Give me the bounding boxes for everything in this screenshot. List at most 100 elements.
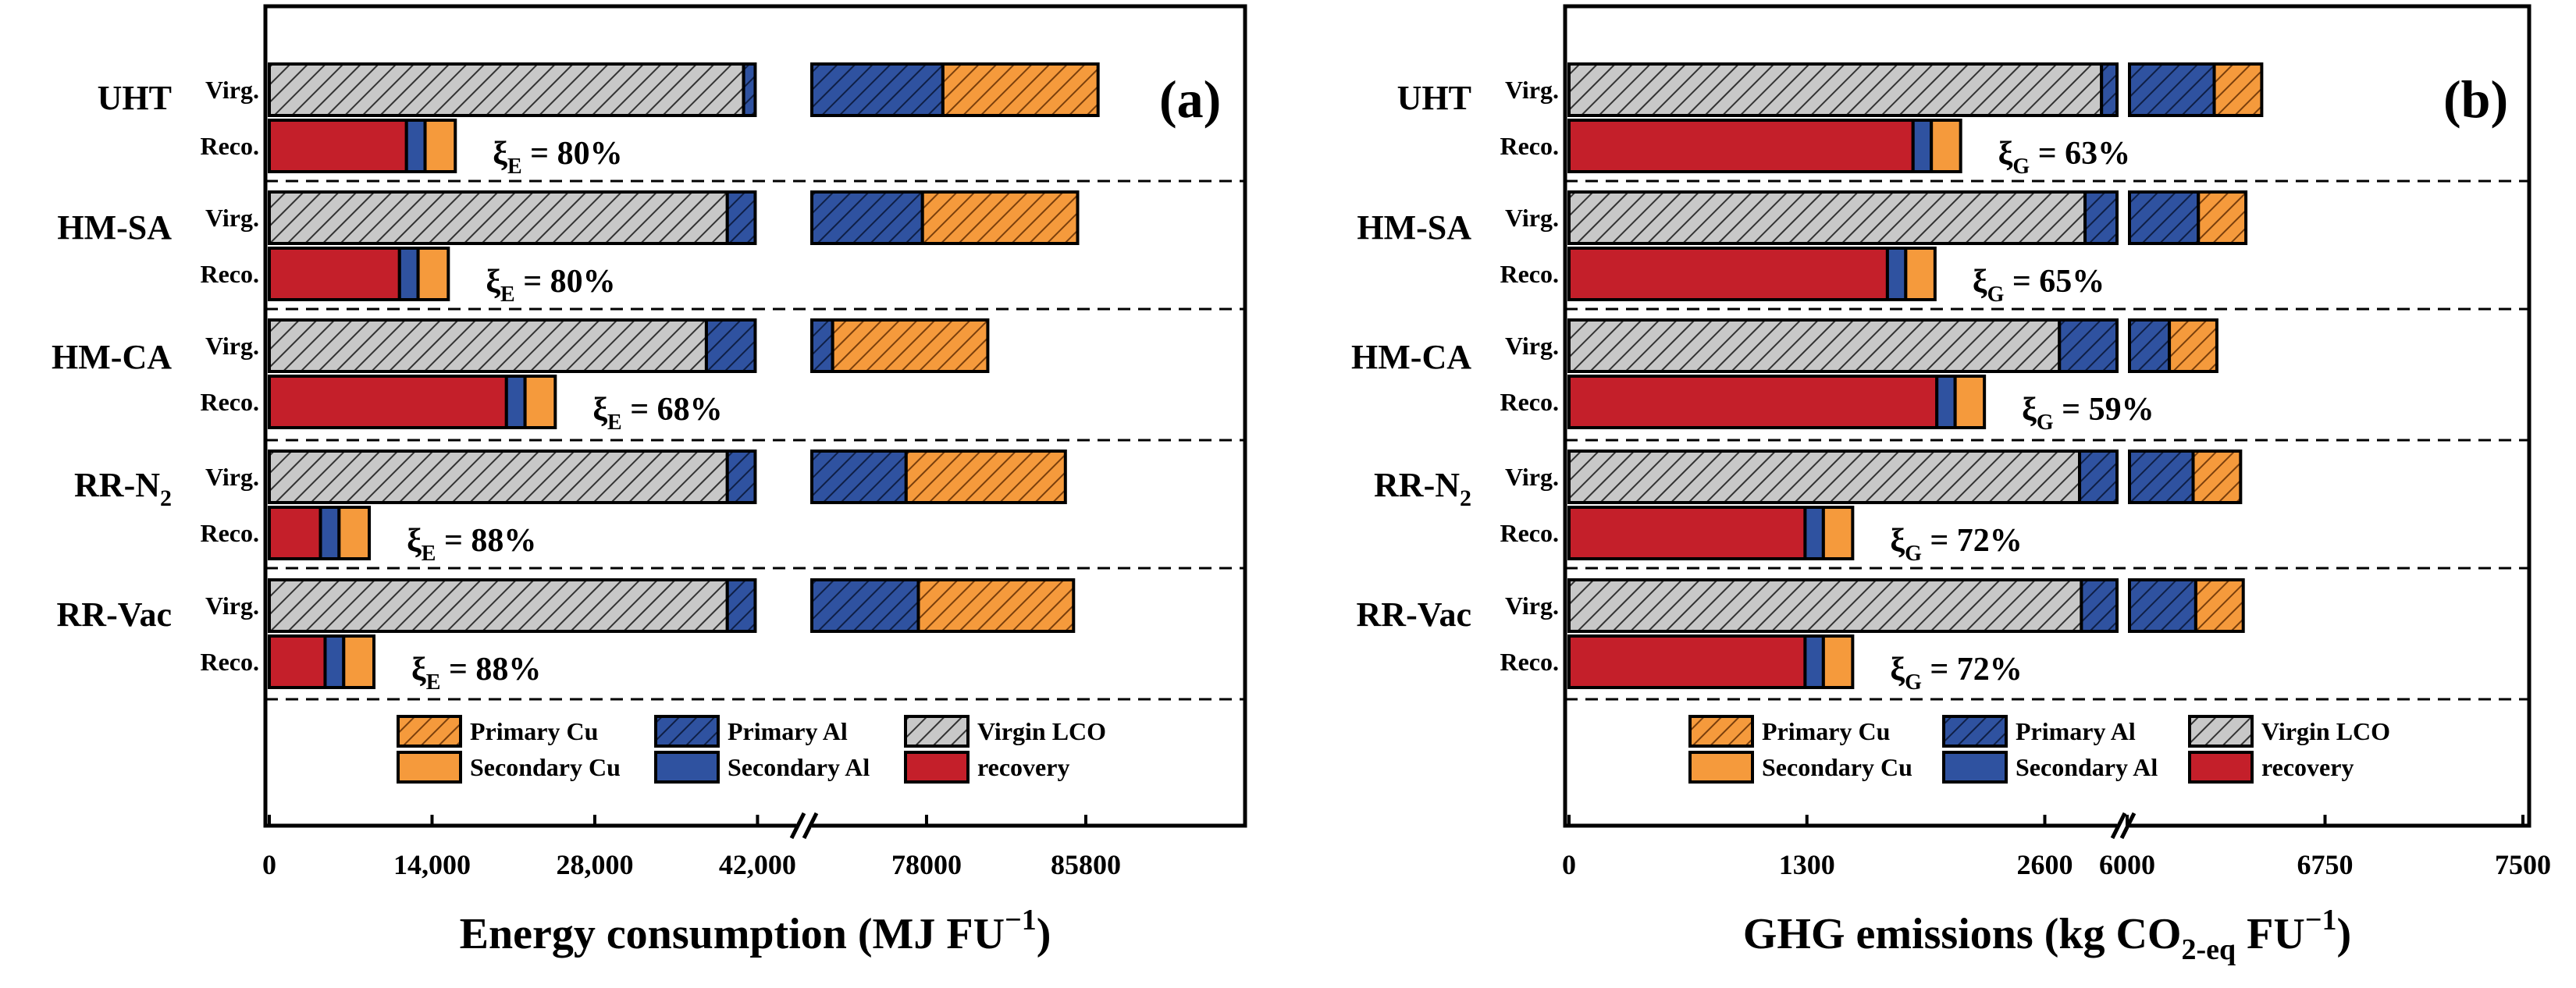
- legend: Primary Cu Primary Al Virgin LCO Secondary …: [1688, 715, 2390, 784]
- xi-symbol: ξ: [1998, 136, 2013, 172]
- bar-secondary-al: [1803, 634, 1825, 689]
- virgin-bar-label: Virg.: [1505, 204, 1559, 232]
- x-axis-title-sup: −1: [1005, 904, 1037, 936]
- x-axis-title-close: ): [1037, 910, 1051, 958]
- category-label: HM-SA: [57, 208, 172, 247]
- bar-recovery: [268, 634, 327, 689]
- bar-primary-al-left: [725, 450, 757, 504]
- xi-annotation: ξG = 59%: [2022, 392, 2154, 435]
- xi-subscript: G: [2012, 155, 2030, 179]
- category-row: UHT Virg. Reco. ξG = 63%: [1397, 62, 2264, 179]
- x-tick-label: 85800: [1051, 849, 1121, 880]
- x-axis-title: Energy consumption (MJ FU−1): [460, 904, 1051, 958]
- x-tick-label: 78000: [891, 849, 962, 880]
- bar-primary-al-right: [810, 578, 920, 633]
- bar-secondary-cu: [416, 247, 450, 301]
- bar-primary-al-left: [2078, 450, 2119, 504]
- panel-b: (b)UHT Virg.Reco. ξG = 63%HM-SA Virg.Reco. ξ…: [1351, 4, 2551, 966]
- category-label: RR-Vac: [57, 595, 172, 634]
- legend-label-primary_cu: Primary Cu: [1762, 717, 1890, 745]
- plot-frame: [1563, 4, 2532, 828]
- panel-label: (a): [1159, 69, 1221, 129]
- xi-value: = 72%: [1922, 523, 2023, 559]
- bar-primary-al-left: [2083, 190, 2119, 245]
- x-axis-title-sup: −1: [2305, 904, 2337, 936]
- bar-secondary-al: [1935, 375, 1957, 429]
- xi-symbol: ξ: [1890, 652, 1905, 688]
- x-axis-title: GHG emissions (kg CO2-eq FU−1): [1743, 904, 2351, 966]
- xi-annotation: ξG = 65%: [1973, 264, 2105, 307]
- bar-primary-al-right: [810, 450, 908, 504]
- legend-swatch-secondary_al: [1942, 751, 2008, 784]
- axis-break-mark: [2110, 812, 2127, 840]
- category-row: HM-SA Virg. Reco. ξG = 65%: [1357, 190, 2248, 307]
- xi-value: = 68%: [622, 392, 723, 428]
- legend-label-recovery: recovery: [2261, 753, 2354, 781]
- bar-secondary-cu: [1953, 375, 1987, 429]
- bar-secondary-al: [404, 119, 427, 173]
- xi-annotation: ξE = 80%: [486, 264, 615, 307]
- legend-swatch-virgin_lco: [2188, 715, 2254, 748]
- bar-virgin-lco: [1567, 62, 2104, 117]
- legend-swatch-virgin_lco: [904, 715, 970, 748]
- xi-symbol: ξ: [411, 652, 426, 688]
- bar-primary-al-right: [810, 62, 945, 117]
- recovery-bar-label: Reco.: [200, 519, 259, 547]
- xi-annotation: ξG = 72%: [1890, 523, 2022, 566]
- legend-swatch-secondary_al: [654, 751, 720, 784]
- category-name: RR-N: [1374, 466, 1460, 504]
- virgin-bar-label: Virg.: [205, 332, 259, 360]
- category-name-sub: 2: [1460, 485, 1471, 511]
- category-label: HM-CA: [1351, 338, 1471, 376]
- bar-primary-cu: [920, 190, 1080, 245]
- bar-recovery: [1567, 506, 1807, 560]
- panel-a: (a)UHT Virg.Reco. ξE = 80%HM-SA Virg.Reco. ξ…: [52, 4, 1247, 958]
- bar-virgin-lco: [268, 318, 708, 373]
- xi-value: = 80%: [522, 136, 623, 172]
- legend-swatch-secondary_cu: [397, 751, 462, 784]
- legend-label-secondary_al: Secondary Al: [2016, 753, 2158, 781]
- bar-virgin-lco: [1567, 190, 2087, 245]
- xi-subscript: E: [507, 155, 522, 179]
- bar-primary-al-left: [2100, 62, 2119, 117]
- bar-virgin-lco: [268, 190, 729, 245]
- x-axis-title-text: Energy consumption (MJ FU: [460, 910, 1005, 958]
- plot-frame: [263, 4, 1247, 828]
- category-row: RR-Vac Virg. Reco. ξG = 72%: [1357, 578, 2245, 695]
- legend-label-secondary_cu: Secondary Cu: [470, 753, 621, 781]
- bar-primary-al-right: [810, 190, 924, 245]
- recovery-bar-label: Reco.: [200, 648, 259, 676]
- virgin-bar-label: Virg.: [205, 463, 259, 491]
- legend-label-primary_cu: Primary Cu: [470, 717, 598, 745]
- category-label: UHT: [98, 79, 172, 117]
- category-row: HM-SA Virg. Reco. ξE = 80%: [57, 190, 1080, 307]
- category-name-sub: 2: [160, 485, 172, 511]
- x-axis-title-sub: 2-eq: [2182, 933, 2236, 966]
- xi-annotation: ξE = 88%: [407, 523, 536, 566]
- bar-recovery: [268, 119, 408, 173]
- bar-primary-al-left: [2058, 318, 2119, 373]
- legend-label-recovery: recovery: [977, 753, 1069, 781]
- recovery-bar-label: Reco.: [1500, 519, 1559, 547]
- recovery-bar-label: Reco.: [200, 260, 259, 288]
- category-name: HM-SA: [57, 208, 172, 247]
- x-tick-label: 28,000: [556, 849, 633, 880]
- recovery-bar-label: Reco.: [1500, 648, 1559, 676]
- xi-annotation: ξG = 72%: [1890, 652, 2022, 695]
- bar-primary-cu: [2191, 450, 2243, 504]
- bar-recovery: [268, 506, 322, 560]
- bar-recovery: [268, 375, 508, 429]
- category-label: HM-CA: [52, 338, 172, 376]
- bar-primary-al-right: [2128, 62, 2216, 117]
- xi-value: = 88%: [436, 523, 536, 559]
- bar-secondary-cu: [337, 506, 372, 560]
- category-name: HM-SA: [1357, 208, 1471, 247]
- category-row: HM-CA Virg. Reco. ξG = 59%: [1351, 318, 2218, 435]
- bar-recovery: [1567, 119, 1915, 173]
- bar-recovery: [1567, 247, 1889, 301]
- legend: Primary Cu Primary Al Virgin LCO Secondary …: [397, 715, 1106, 784]
- virgin-bar-label: Virg.: [205, 592, 259, 620]
- xi-value: = 65%: [2004, 264, 2105, 300]
